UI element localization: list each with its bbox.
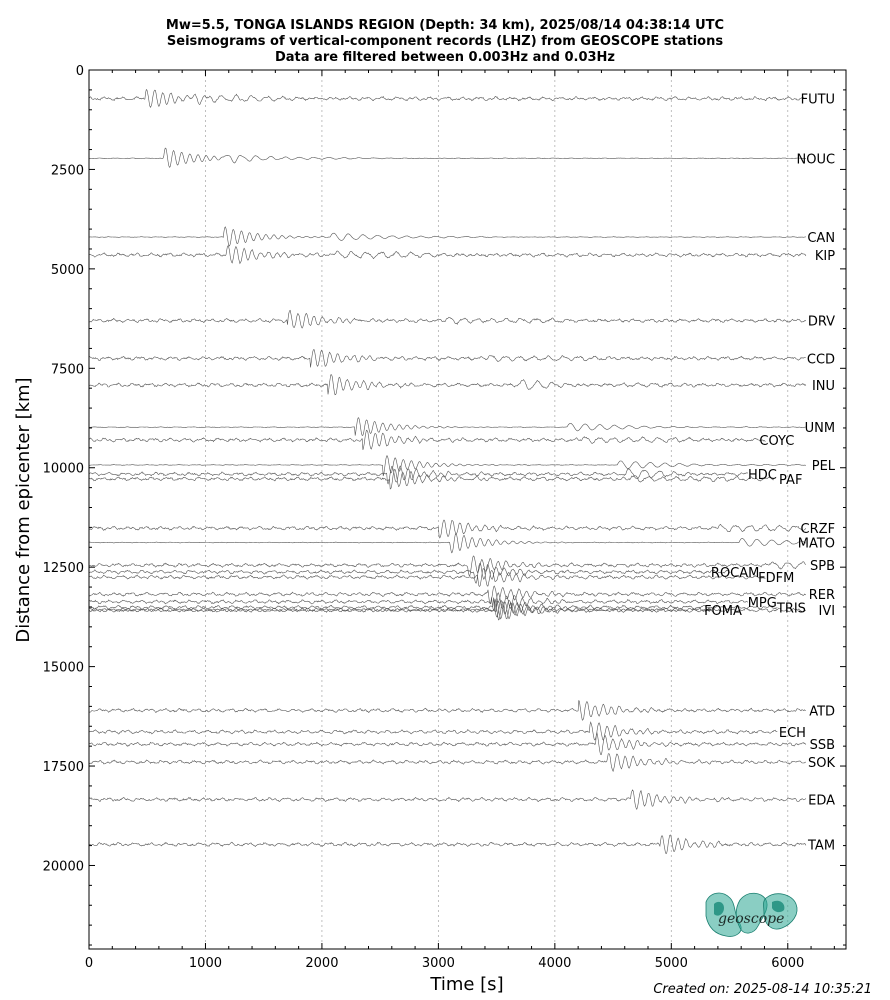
station-label-rer: RER [809, 588, 835, 603]
y-tick-label: 20000 [43, 859, 84, 874]
trace-coyc [88, 429, 766, 450]
trace-ssb [88, 731, 807, 756]
station-label-can: CAN [807, 231, 835, 246]
station-label-crzf: CRZF [801, 522, 836, 537]
x-tick-label: 5000 [655, 956, 688, 971]
trace-pel [88, 455, 806, 477]
trace-inu [89, 374, 807, 396]
trace-tam [88, 834, 807, 855]
geoscope-logo: geoscope [700, 888, 800, 940]
trace-mato [88, 533, 807, 554]
trace-foma [88, 598, 714, 621]
y-tick-label: 5000 [51, 263, 84, 278]
station-label-drv: DRV [808, 315, 835, 330]
trace-sok [88, 753, 806, 773]
station-label-ssb: SSB [810, 738, 835, 753]
station-label-fdfm: FDFM [758, 571, 794, 586]
trace-hdc [89, 465, 749, 485]
title-line-2: Seismograms of vertical-component record… [166, 34, 724, 49]
chart-title: Mw=5.5, TONGA ISLANDS REGION (Depth: 34 … [0, 18, 890, 66]
station-label-layer: FUTU NOUC CAN KIP DRV CCD INU UNM COYC PEL HDC PAF C… [704, 93, 836, 854]
station-label-eda: EDA [808, 793, 835, 808]
y-tick-label: 2500 [51, 163, 84, 178]
plot-frame [88, 69, 847, 950]
y-tick-label: 0 [76, 64, 84, 79]
trace-futu [88, 88, 807, 108]
y-axis-label: Distance from epicenter [km] [13, 377, 34, 642]
y-tick-label: 10000 [43, 462, 84, 477]
title-line-1: Mw=5.5, TONGA ISLANDS REGION (Depth: 34 … [165, 18, 725, 33]
trace-rocam [88, 562, 731, 584]
station-label-pel: PEL [812, 459, 836, 474]
trace-eda [88, 789, 807, 811]
y-tick-label: 17500 [43, 760, 84, 775]
x-tick-label: 0 [85, 956, 93, 971]
trace-atd [88, 700, 806, 721]
station-label-tam: TAM [807, 838, 835, 853]
station-label-rocam: ROCAM [711, 566, 759, 581]
x-tick-label: 1000 [189, 956, 222, 971]
station-label-atd: ATD [809, 704, 835, 719]
y-tick-label: 15000 [43, 661, 84, 676]
trace-kip [88, 245, 807, 265]
station-label-futu: FUTU [801, 93, 835, 108]
trace-mpg [88, 592, 749, 611]
trace-ivi [88, 600, 807, 620]
trace-rer [88, 585, 806, 605]
trace-fdfm [89, 568, 766, 587]
trace-ccd [88, 349, 806, 368]
station-label-ccd: CCD [807, 352, 835, 367]
trace-ech [88, 721, 778, 741]
station-label-paf: PAF [779, 473, 802, 488]
trace-layer [88, 88, 807, 855]
trace-can [89, 226, 806, 247]
trace-crzf [88, 519, 807, 539]
trace-spb [88, 555, 807, 577]
station-label-coyc: COYC [759, 434, 794, 449]
globe-icon [705, 892, 798, 937]
x-axis-label: Time [s] [429, 974, 503, 995]
station-label-unm: UNM [805, 421, 835, 436]
station-label-hdc: HDC [748, 468, 777, 483]
station-label-inu: INU [812, 379, 835, 394]
station-label-nouc: NOUC [796, 152, 835, 167]
station-label-sok: SOK [808, 756, 835, 771]
x-tick-label: 2000 [305, 956, 338, 971]
y-tick-label: 12500 [43, 561, 84, 576]
title-line-3: Data are filtered between 0.003Hz and 0.… [274, 50, 616, 65]
station-label-ech: ECH [779, 726, 806, 741]
grid-layer [205, 70, 789, 949]
trace-tris [88, 597, 778, 618]
station-label-kip: KIP [815, 249, 835, 264]
logo-text: geoscope [718, 911, 785, 927]
station-label-tris: TRIS [776, 601, 806, 616]
station-label-foma: FOMA [704, 604, 742, 619]
trace-nouc [88, 147, 806, 168]
station-label-spb: SPB [810, 559, 835, 574]
created-timestamp: Created on: 2025-08-14 10:35:21 [653, 982, 872, 997]
axis-ticks: 0 1000 2000 3000 4000 5000 6000 0 2500 5000 7500 10… [43, 64, 846, 971]
station-label-ivi: IVI [818, 604, 835, 619]
trace-drv [88, 309, 807, 329]
y-tick-label: 7500 [51, 362, 84, 377]
trace-paf [89, 469, 774, 490]
trace-unm [88, 417, 806, 436]
x-tick-label: 4000 [538, 956, 571, 971]
station-label-mpg: MPG [748, 596, 777, 611]
x-tick-label: 6000 [771, 956, 804, 971]
station-label-mato: MATO [798, 537, 835, 552]
x-tick-label: 3000 [422, 956, 455, 971]
